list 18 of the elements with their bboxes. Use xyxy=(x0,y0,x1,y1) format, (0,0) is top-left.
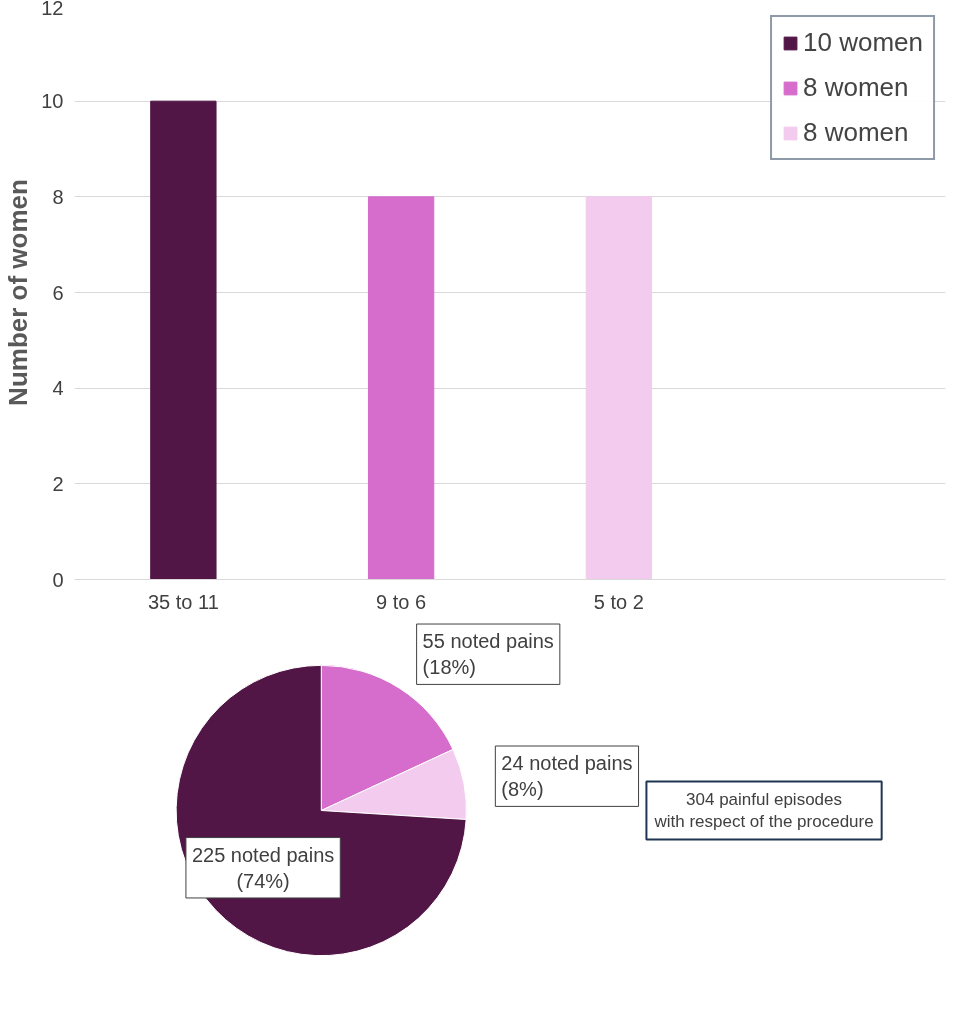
text: 304 painful episodes with respect of the procedure xyxy=(653,789,874,832)
y-tick-label: 10 xyxy=(41,90,64,113)
y-tick-label: 4 xyxy=(52,377,64,400)
y-tick-label: 8 xyxy=(52,185,64,208)
slice-label: 55 noted pains (18%) xyxy=(422,630,554,679)
x-tick-label: 35 to 11 xyxy=(147,590,219,613)
y-tick-label: 6 xyxy=(52,281,64,304)
y-tick-label: 2 xyxy=(52,472,64,495)
x-tick-label: 9 to 6 xyxy=(376,590,427,613)
slice-label: 24 noted pains (8%) xyxy=(501,752,633,801)
y-tick-label: 12 xyxy=(41,0,64,19)
y-axis-title: Number of women xyxy=(3,179,34,406)
legend-label: 8 women xyxy=(803,72,909,103)
y-tick-label: 0 xyxy=(52,568,64,591)
legend-label: 10 women xyxy=(803,27,923,58)
slice-label: 225 noted pains (74%) xyxy=(191,843,335,892)
x-tick-label: 5 to 2 xyxy=(593,590,644,613)
legend-label: 8 women xyxy=(803,117,909,148)
